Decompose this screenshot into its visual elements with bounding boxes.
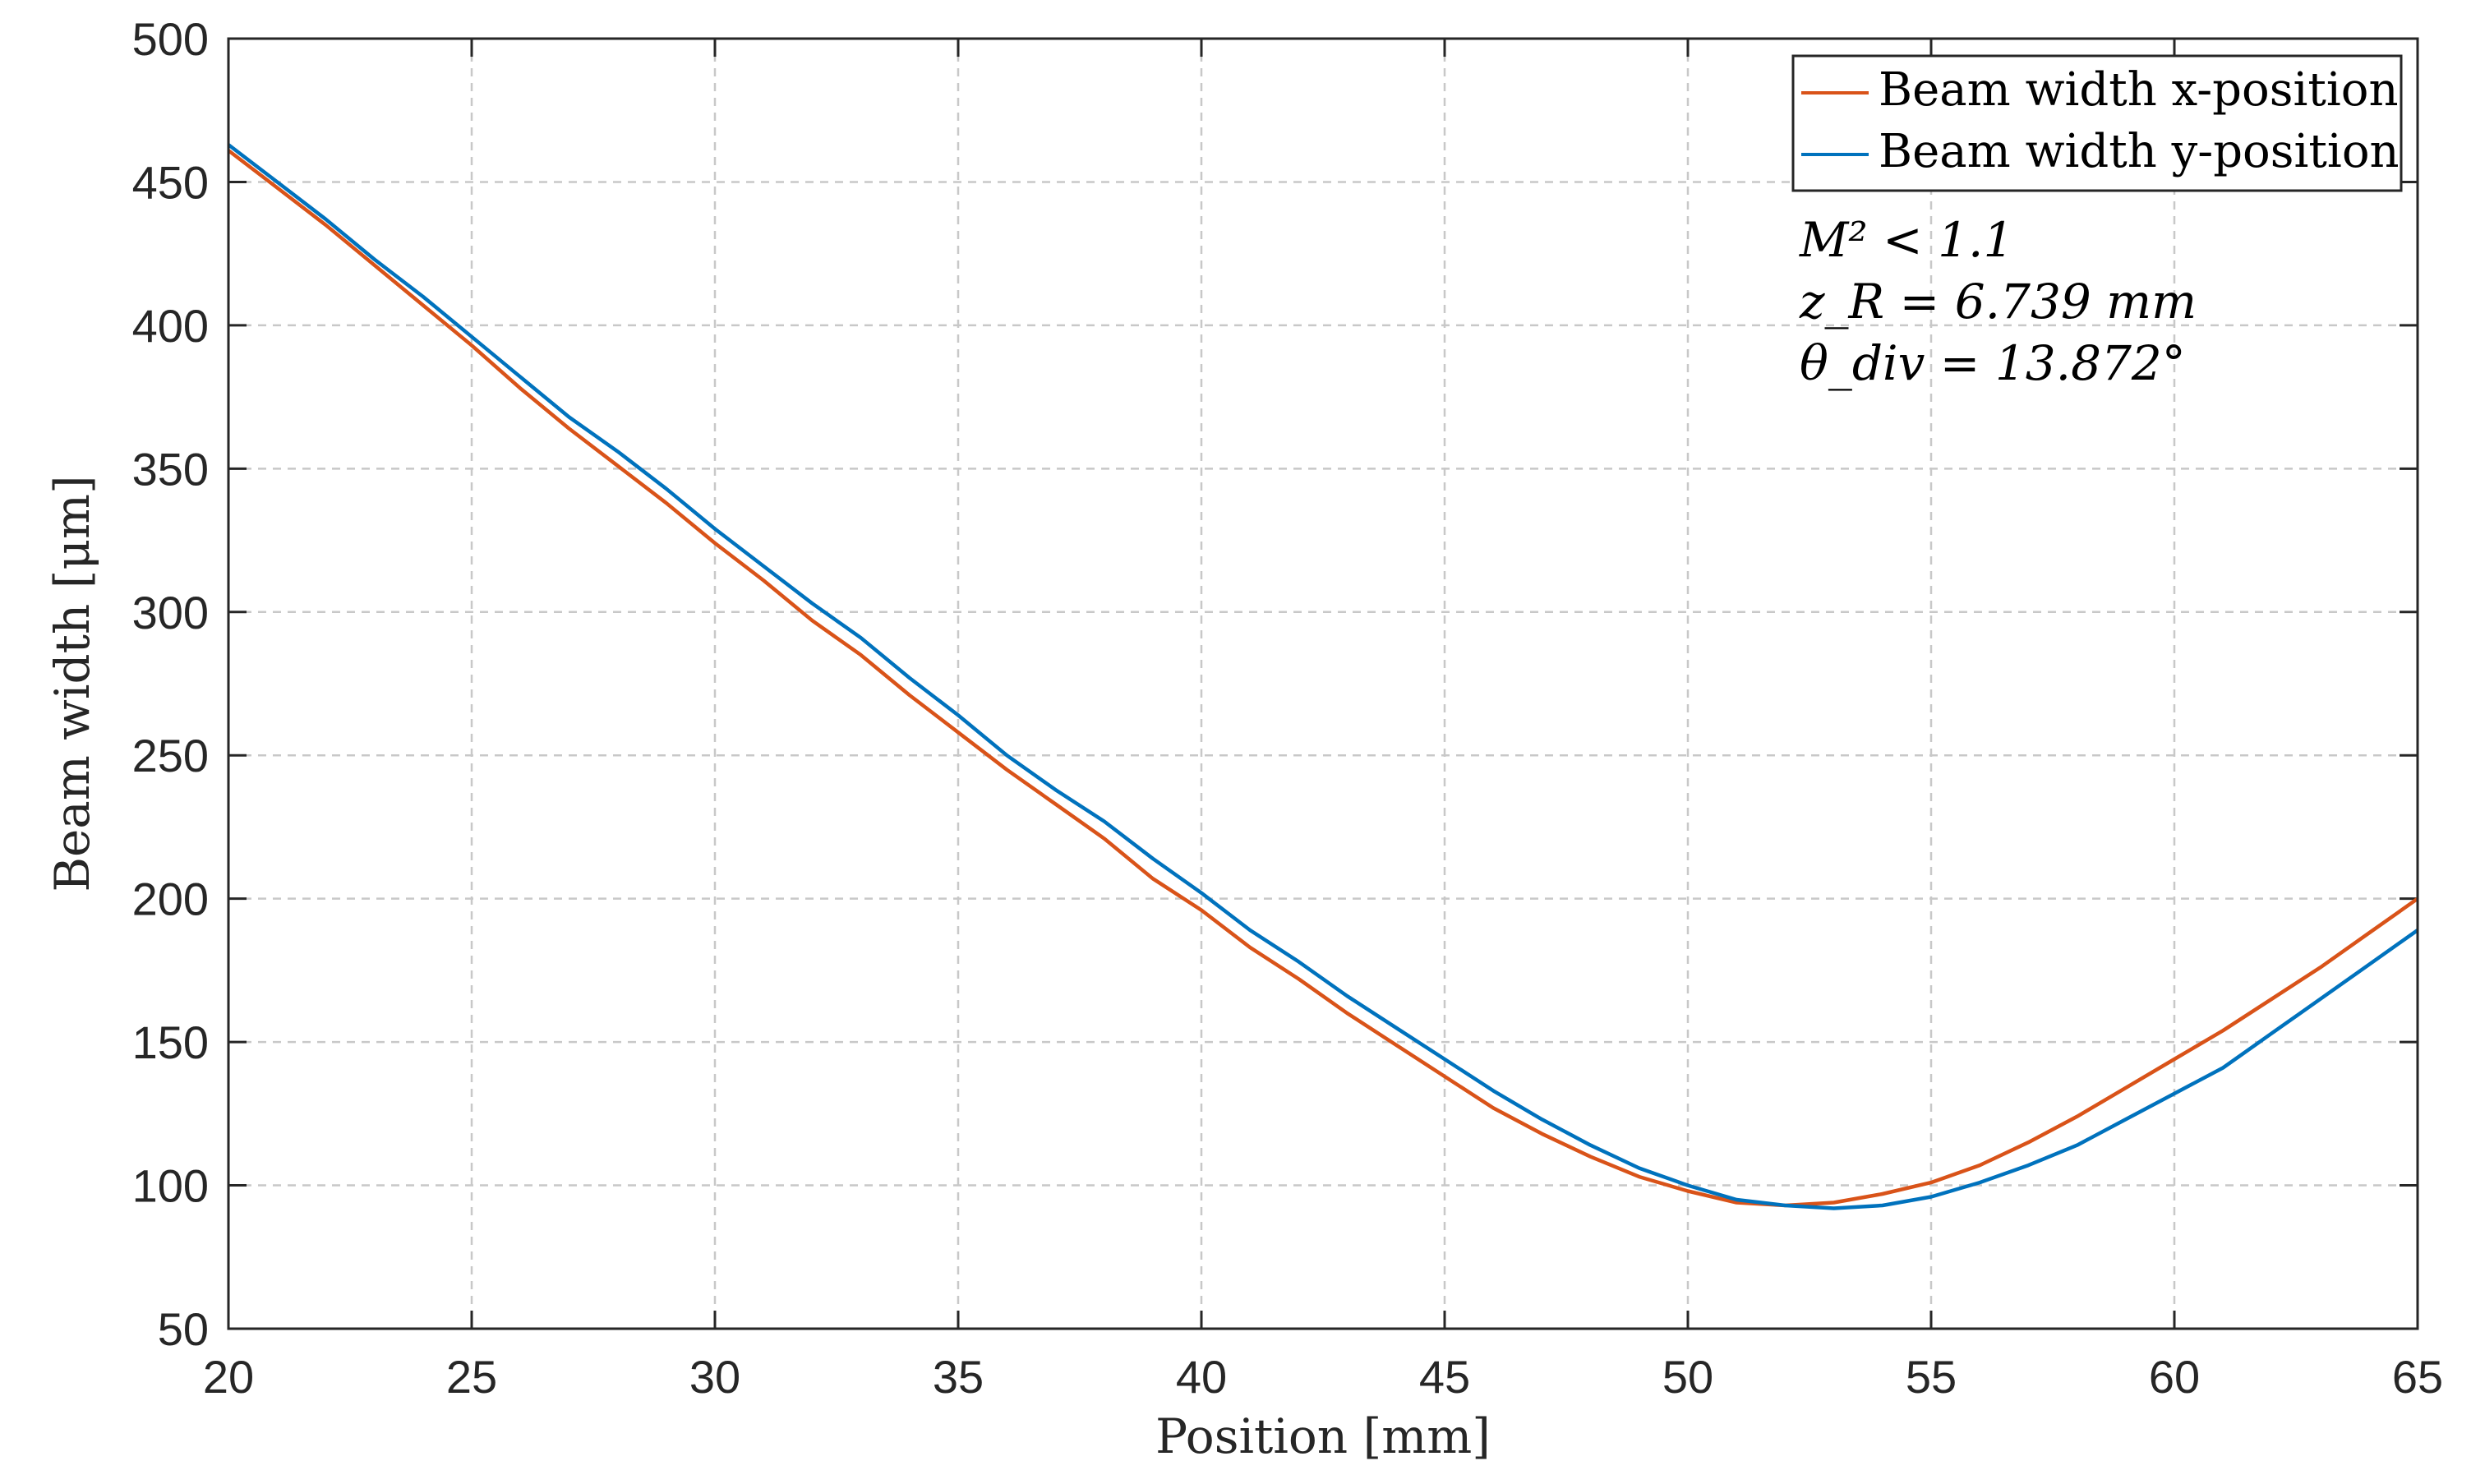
x-tick-label: 60 <box>2149 1351 2200 1403</box>
y-tick-marks <box>228 37 2418 1330</box>
x-axis-label: Position [mm] <box>1155 1408 1491 1464</box>
y-tick-label: 450 <box>132 156 209 208</box>
x-tick-label: 55 <box>1906 1351 1957 1403</box>
x-tick-label: 40 <box>1176 1351 1227 1403</box>
series-line-y-position <box>227 143 2419 1210</box>
y-tick-label: 100 <box>132 1160 209 1212</box>
y-tick-label: 200 <box>132 873 209 925</box>
y-tick-label: 50 <box>158 1303 209 1355</box>
x-tick-label: 25 <box>446 1351 497 1403</box>
y-tick-label: 250 <box>132 730 209 781</box>
annotation-m2: M² < 1.1 <box>1799 212 2013 268</box>
annotation-divergence: θ_div = 13.872° <box>1800 335 2186 391</box>
y-tick-label: 300 <box>132 587 209 638</box>
y-axis-label: Beam width [μm] <box>44 475 100 892</box>
x-tick-label: 65 <box>2392 1351 2443 1403</box>
x-tick-marks <box>227 39 2419 1329</box>
x-tick-label: 50 <box>1662 1351 1713 1403</box>
y-tick-label: 150 <box>132 1016 209 1068</box>
legend: Beam width x-position Beam width y-posit… <box>1791 54 2403 192</box>
x-tick-label: 45 <box>1419 1351 1470 1403</box>
y-tick-label: 500 <box>132 13 209 65</box>
x-tick-label: 35 <box>933 1351 984 1403</box>
annotation-rayleigh-range: z_R = 6.739 mm <box>1799 274 2197 330</box>
x-tick-label: 20 <box>203 1351 254 1403</box>
legend-label-x: Beam width x-position <box>1879 63 2399 117</box>
legend-label-y: Beam width y-position <box>1879 125 2400 178</box>
series-line-x-position <box>227 149 2419 1208</box>
grid <box>228 39 2418 1329</box>
x-tick-labels: 20 25 30 35 40 45 50 55 60 65 <box>203 1351 2443 1403</box>
annotations: M² < 1.1 z_R = 6.739 mm θ_div = 13.872° <box>1799 212 2197 391</box>
x-tick-label: 30 <box>689 1351 740 1403</box>
y-tick-label: 350 <box>132 443 209 495</box>
legend-box <box>1791 54 2403 192</box>
series-lines <box>227 143 2419 1210</box>
y-tick-labels: 50 100 150 200 250 300 350 400 450 500 <box>132 13 209 1355</box>
y-tick-label: 400 <box>132 300 209 352</box>
plot-frame <box>227 37 2419 1330</box>
